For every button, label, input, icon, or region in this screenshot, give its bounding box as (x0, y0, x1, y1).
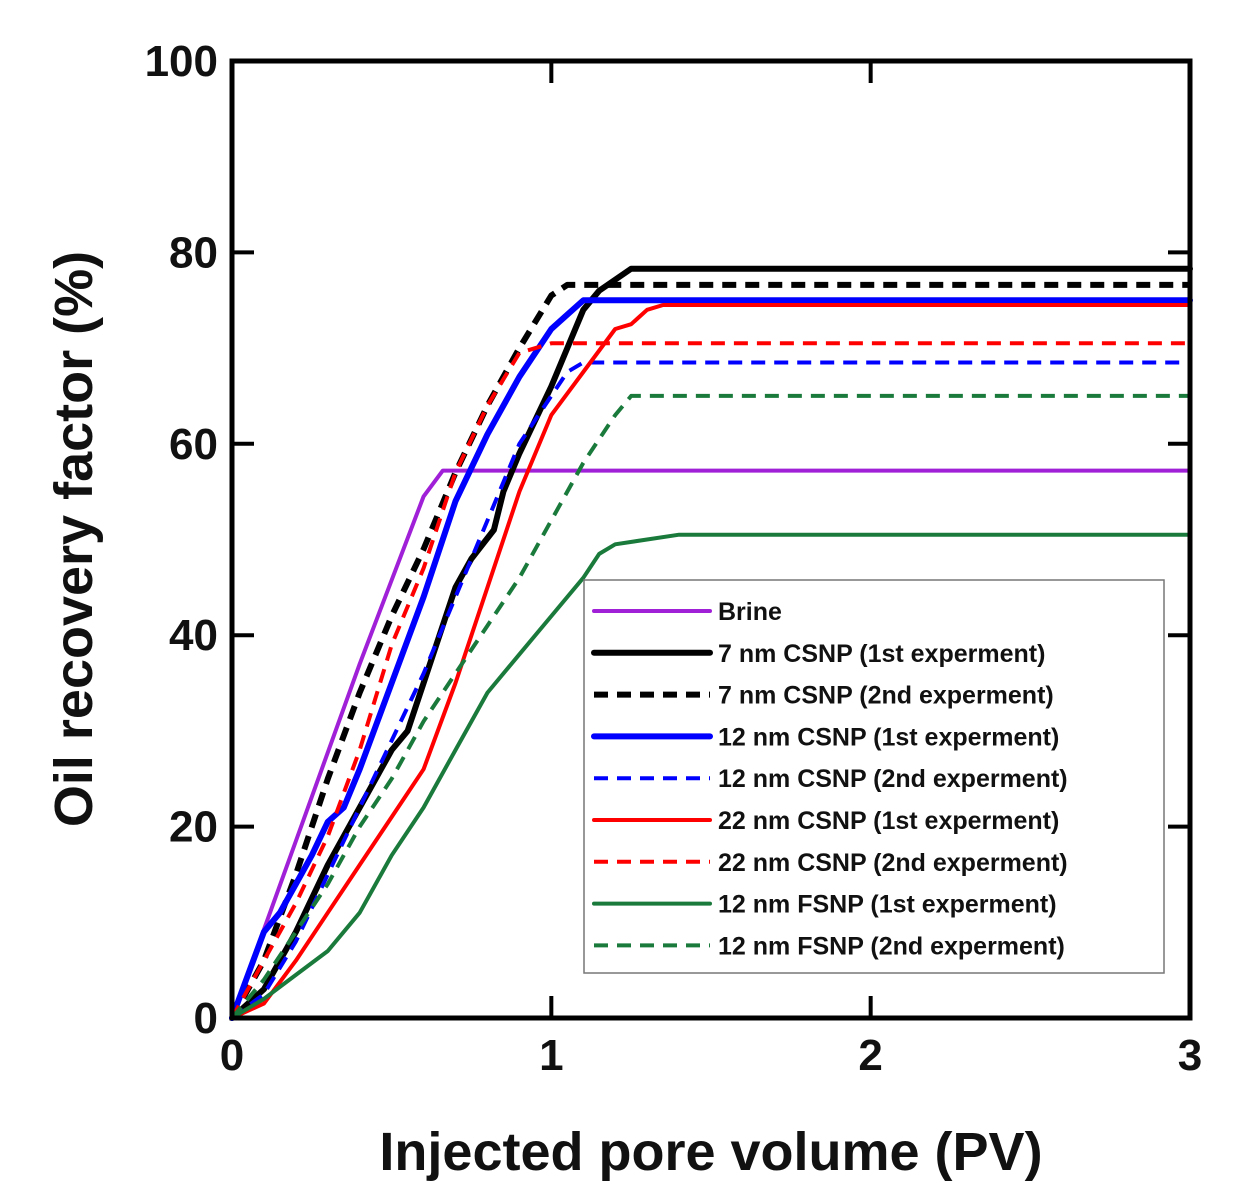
x-axis-title: Injected pore volume (PV) (379, 1122, 1042, 1182)
series-line-6 (230, 303, 1192, 1020)
legend-label-1: Brine (718, 598, 782, 626)
legend-label-3: 7 nm CSNP (2nd experment) (718, 682, 1054, 710)
y-tick-label: 40 (169, 611, 218, 660)
legend-label-4: 12 nm CSNP (1st experment) (718, 723, 1059, 751)
y-tick-label: 20 (169, 803, 218, 852)
series-line-9 (230, 393, 1190, 1020)
plot-frame (229, 58, 1193, 1021)
y-tick-label: 80 (169, 228, 218, 277)
y-tick-label: 0 (194, 994, 218, 1043)
legend-label-5: 12 nm CSNP (2nd experment) (718, 765, 1068, 793)
legend-label-9: 12 nm FSNP (2nd experment) (718, 932, 1065, 960)
series-line-2 (229, 265, 1193, 1021)
x-tick-label: 1 (539, 1031, 563, 1080)
y-tick-label: 100 (145, 37, 218, 86)
legend-label-6: 22 nm CSNP (1st experment) (718, 807, 1059, 835)
series-line-7 (230, 341, 1190, 1019)
x-tick-label: 0 (220, 1031, 244, 1080)
series-line-1 (230, 468, 1192, 1020)
legend-box (583, 579, 1165, 974)
y-axis-title: Oil recovery factor (%) (44, 251, 104, 827)
series-line-3 (229, 281, 1190, 1020)
series-line-5 (230, 360, 1190, 1020)
series-line-4 (229, 297, 1193, 1021)
legend: Brine 7 nm CSNP (1st experment) 7 nm CSNP … (583, 579, 1165, 974)
x-tick-label: 2 (858, 1031, 882, 1080)
y-tick-label: 60 (169, 420, 218, 469)
legend-label-2: 7 nm CSNP (1st experment) (718, 640, 1045, 668)
legend-label-7: 22 nm CSNP (2nd experment) (718, 849, 1068, 877)
x-tick-label: 3 (1178, 1031, 1202, 1080)
legend-label-8: 12 nm FSNP (1st experment) (718, 891, 1057, 919)
series-line-8 (230, 532, 1192, 1020)
series-layer (229, 265, 1193, 1021)
ticks-layer: 0 1 2 3 0 20 40 60 80 100 (145, 37, 1203, 1080)
